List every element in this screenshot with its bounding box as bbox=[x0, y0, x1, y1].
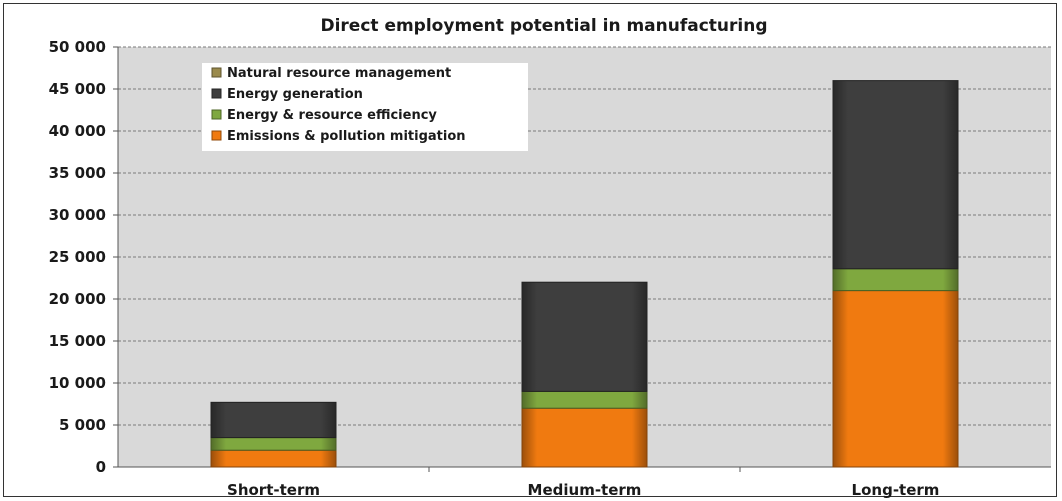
bars bbox=[210, 80, 959, 468]
bar-emissions-and-pollution-mitigation-short-term bbox=[210, 449, 337, 468]
y-tick-label: 20 000 bbox=[49, 290, 106, 308]
chart-title: Direct employment potential in manufactu… bbox=[320, 16, 767, 36]
legend-swatch-natural-resource-management bbox=[211, 67, 222, 78]
stacked-bar-chart: 0 5 000 10 000 15 000 20 000 25 000 30 000 35 0… bbox=[49, 16, 1051, 498]
legend-label-energy-and-resource-efficiency: Energy & resource efficiency bbox=[227, 108, 437, 123]
y-tick-label: 35 000 bbox=[49, 164, 106, 182]
bar-energy-generation-short-term bbox=[210, 401, 337, 439]
y-tick-label: 25 000 bbox=[49, 248, 106, 266]
legend-label-natural-resource-management: Natural resource management bbox=[227, 66, 451, 81]
legend-label-energy-generation: Energy generation bbox=[227, 87, 363, 102]
bar-energy-generation-medium-term bbox=[521, 281, 648, 392]
y-tick-label: 0 bbox=[96, 458, 106, 476]
y-tick-label: 30 000 bbox=[49, 206, 106, 224]
y-axis-tick-labels: 0 5 000 10 000 15 000 20 000 25 000 30 000 35 0… bbox=[49, 38, 106, 476]
legend: Natural resource management Energy genera… bbox=[202, 63, 528, 151]
x-category-label: Long-term bbox=[852, 481, 940, 498]
legend-label-emissions-and-pollution-mitigation: Emissions & pollution mitigation bbox=[227, 129, 466, 144]
chart-frame: 0 5 000 10 000 15 000 20 000 25 000 30 000 35 0… bbox=[3, 3, 1057, 498]
bar-energy-and-resource-efficiency-long-term bbox=[832, 268, 959, 292]
bar-energy-and-resource-efficiency-medium-term bbox=[521, 390, 648, 409]
y-tick-label: 10 000 bbox=[49, 374, 106, 392]
y-tick-label: 5 000 bbox=[59, 416, 106, 434]
y-tick-label: 40 000 bbox=[49, 122, 106, 140]
bar-energy-generation-long-term bbox=[832, 80, 959, 270]
legend-swatch-energy-generation bbox=[211, 88, 222, 99]
y-tick-label: 50 000 bbox=[49, 38, 106, 56]
x-category-label: Medium-term bbox=[528, 481, 642, 498]
bar-emissions-and-pollution-mitigation-long-term bbox=[832, 290, 959, 468]
legend-swatch-energy-and-resource-efficiency bbox=[211, 109, 222, 120]
legend-box bbox=[202, 63, 528, 151]
y-tick-label: 45 000 bbox=[49, 80, 106, 98]
bar-emissions-and-pollution-mitigation-medium-term bbox=[521, 407, 648, 468]
x-axis-category-labels: Short-term Medium-term Long-term bbox=[227, 481, 939, 498]
x-category-label: Short-term bbox=[227, 481, 320, 498]
legend-swatch-emissions-and-pollution-mitigation bbox=[211, 130, 222, 141]
bar-energy-and-resource-efficiency-short-term bbox=[210, 437, 337, 451]
y-tick-label: 15 000 bbox=[49, 332, 106, 350]
